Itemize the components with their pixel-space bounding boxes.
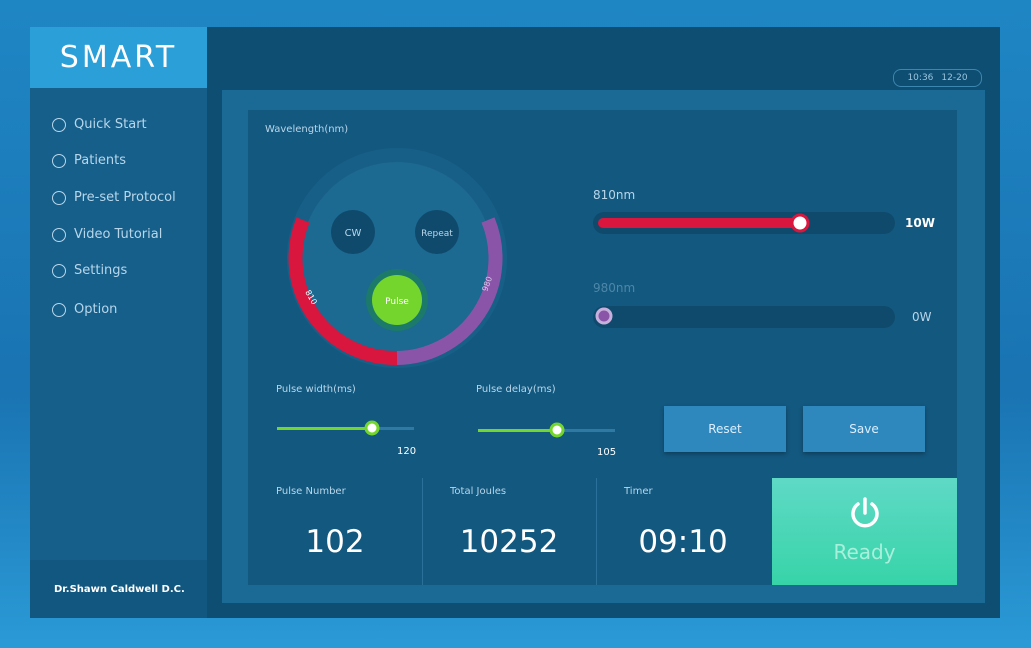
menu-label: Option: [74, 302, 118, 317]
mode-label: Repeat: [421, 229, 453, 239]
slider-fill: [478, 429, 557, 432]
laser-power: 0W: [912, 310, 932, 324]
menu-item[interactable]: Video Tutorial: [52, 227, 162, 242]
clock: 10:36 12-20: [893, 69, 982, 87]
menu-item[interactable]: Settings: [52, 263, 127, 278]
user-name: Dr.Shawn Caldwell D.C.: [30, 560, 207, 618]
stat: Total Joules 10252: [422, 478, 597, 585]
date: 12-20: [941, 73, 968, 83]
menu-item[interactable]: Patients: [52, 153, 126, 168]
arc-810: [288, 217, 398, 366]
slider-fill: [277, 427, 372, 430]
pulse-delay-label: Pulse delay(ms): [476, 384, 556, 395]
pulse-width-label: Pulse width(ms): [276, 384, 356, 395]
sidebar: [30, 88, 207, 618]
laser-label: 810nm: [593, 188, 635, 202]
stat: Timer 09:10: [596, 478, 770, 585]
slider-fill: [598, 218, 800, 228]
stat-value: 102: [305, 524, 365, 560]
save-button[interactable]: Save: [803, 406, 925, 452]
stat-label: Pulse Number: [276, 486, 346, 497]
menu-label: Settings: [74, 263, 128, 278]
menu-label: Pre-set Protocol: [74, 190, 176, 205]
power-icon: [851, 497, 879, 528]
pulse-delay-value: 105: [597, 447, 616, 458]
stat-label: Timer: [624, 486, 653, 497]
mode-label: Pulse: [385, 297, 409, 307]
slider-knob[interactable]: [364, 420, 380, 436]
mode-label: CW: [345, 228, 362, 239]
stat-value: 09:10: [638, 524, 728, 560]
wavelength-title: Wavelength(nm): [265, 124, 349, 135]
slider-knob[interactable]: [549, 422, 565, 438]
dial: [301, 162, 493, 354]
time: 10:36: [907, 73, 934, 83]
stat-value: 10252: [459, 524, 559, 560]
arc-980: [396, 217, 503, 365]
mode-button[interactable]: [415, 210, 459, 254]
status: Ready: [833, 540, 896, 564]
mode-button[interactable]: [331, 210, 375, 254]
slider-track: [593, 306, 895, 328]
pulse-width-value: 120: [397, 446, 416, 457]
laser-power: 10W: [905, 216, 935, 230]
laser-label: 980nm: [593, 281, 635, 295]
menu-item[interactable]: Option: [52, 302, 117, 317]
menu-item[interactable]: Quick Start: [52, 117, 147, 132]
brand: SMART: [30, 27, 207, 88]
menu-label: Quick Start: [74, 117, 147, 132]
mode-button[interactable]: [372, 275, 422, 325]
stat-label: Total Joules: [450, 486, 507, 497]
stat: Pulse Number 102: [248, 478, 423, 585]
slider-knob[interactable]: [595, 307, 613, 325]
menu-label: Patients: [74, 153, 127, 168]
reset-button[interactable]: Reset: [664, 406, 786, 452]
ready-button[interactable]: Ready: [772, 478, 957, 585]
menu-item[interactable]: Pre-set Protocol: [52, 190, 176, 205]
slider-knob[interactable]: [790, 213, 810, 233]
menu-label: Video Tutorial: [74, 227, 163, 242]
